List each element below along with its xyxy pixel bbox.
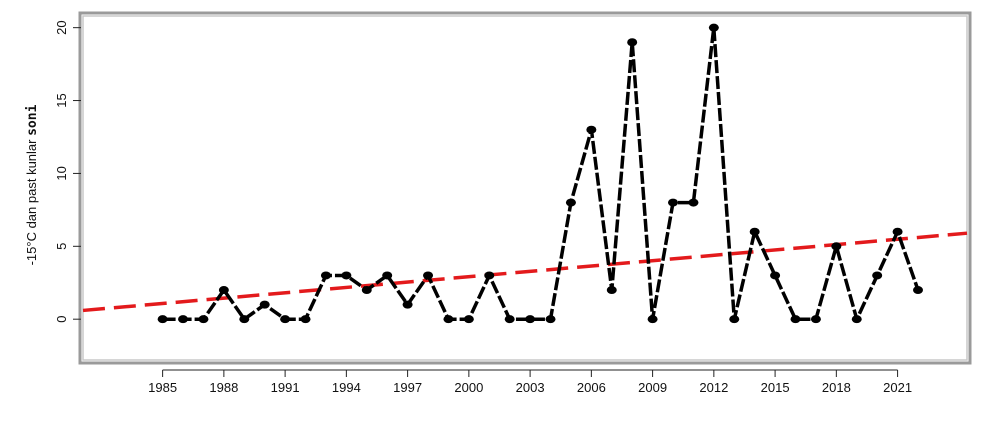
plot-frame-inner [82,15,968,361]
x-tick-label: 2000 [454,380,483,395]
y-tick-label: 20 [54,20,69,34]
data-point [729,315,740,324]
data-point [647,315,658,324]
data-point [280,315,291,324]
data-point [259,300,270,309]
x-axis: 1985 1988 1991 1994 1997 2000 2003 2006 2009 2012… [148,369,912,395]
data-point [851,315,862,324]
data-point [565,198,576,207]
x-tick-label: 2006 [577,380,606,395]
data-point [484,271,495,280]
data-point [668,198,679,207]
y-axis-label: -15°C dan past kunlar soni [24,104,40,265]
data-point [627,38,638,47]
data-series-layer [157,23,924,324]
data-point [382,271,393,280]
plot-frame-outer [78,11,972,365]
trend-line-layer [82,231,968,313]
x-tick-label: 2018 [822,380,851,395]
x-tick-label: 1988 [209,380,238,395]
data-point [872,271,883,280]
y-tick-label: 0 [54,316,69,323]
data-point [443,315,454,324]
data-point [402,300,413,309]
data-point [157,315,168,324]
data-point [790,315,801,324]
x-tick-label: 2015 [761,380,790,395]
series-line [162,25,920,321]
x-tick-label: 1994 [332,380,361,395]
data-point [892,227,903,236]
y-axis: 0 5 10 15 20 [54,20,81,323]
data-point [198,315,209,324]
y-tick-label: 15 [54,93,69,107]
data-point [545,315,556,324]
data-point [504,315,515,324]
y-tick-label: 5 [54,243,69,250]
data-point [913,286,924,295]
data-point [423,271,434,280]
y-tick-label: 10 [54,166,69,180]
y-axis-label-prefix: -15°C dan past kunlar [24,136,39,266]
data-point [708,23,719,32]
data-point [606,286,617,295]
data-point [749,227,760,236]
data-point [361,286,372,295]
data-point [463,315,474,324]
data-point [688,198,699,207]
data-point [218,286,229,295]
data-point [525,315,536,324]
trend-line [82,231,968,313]
data-point [770,271,781,280]
x-tick-label: 2012 [699,380,728,395]
data-point [586,125,597,134]
data-point [831,242,842,251]
x-tick-label: 1997 [393,380,422,395]
data-point [320,271,331,280]
x-tick-label: 1991 [271,380,300,395]
x-tick-label: 2003 [516,380,545,395]
data-point [178,315,189,324]
x-tick-label: 2009 [638,380,667,395]
data-point [341,271,352,280]
data-point [300,315,311,324]
x-tick-label: 1985 [148,380,177,395]
y-axis-label-bold: soni [25,104,40,135]
data-point [239,315,250,324]
x-tick-label: 2021 [883,380,912,395]
data-point [810,315,821,324]
